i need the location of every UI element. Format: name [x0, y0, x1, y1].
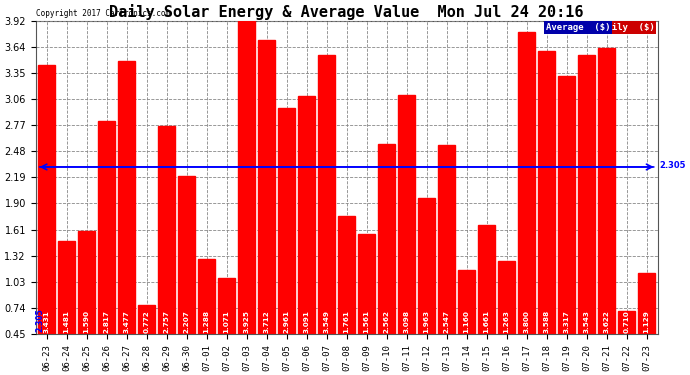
Bar — [618, 311, 635, 375]
Text: 3.091: 3.091 — [304, 310, 310, 333]
Bar — [458, 270, 475, 375]
Bar — [219, 278, 235, 375]
Text: 1.661: 1.661 — [484, 310, 490, 333]
Text: 2.547: 2.547 — [444, 310, 450, 333]
Bar — [418, 198, 435, 375]
Bar — [478, 225, 495, 375]
Text: 1.590: 1.590 — [83, 310, 90, 333]
Text: Daily  ($): Daily ($) — [601, 23, 655, 32]
Bar — [558, 76, 575, 375]
Text: Average  ($): Average ($) — [546, 23, 611, 32]
Text: 1.071: 1.071 — [224, 310, 230, 333]
Text: 2.757: 2.757 — [164, 310, 170, 333]
Text: 1.160: 1.160 — [464, 310, 470, 333]
Text: 3.588: 3.588 — [544, 310, 550, 333]
Text: 1.129: 1.129 — [644, 310, 649, 333]
Bar — [279, 108, 295, 375]
Bar — [318, 55, 335, 375]
Text: 1.481: 1.481 — [63, 310, 70, 333]
Text: 1.263: 1.263 — [504, 310, 510, 333]
Bar — [179, 176, 195, 375]
Text: 3.622: 3.622 — [604, 310, 610, 333]
Text: 1.561: 1.561 — [364, 310, 370, 333]
Text: 2.207: 2.207 — [184, 310, 190, 333]
Bar — [239, 21, 255, 375]
Text: 3.712: 3.712 — [264, 310, 270, 333]
Bar — [39, 65, 55, 375]
Text: 3.925: 3.925 — [244, 310, 250, 333]
Bar — [498, 261, 515, 375]
Text: 1.288: 1.288 — [204, 310, 210, 333]
Bar — [398, 96, 415, 375]
Bar — [139, 305, 155, 375]
Text: 3.800: 3.800 — [524, 310, 530, 333]
Bar — [538, 51, 555, 375]
Bar — [438, 145, 455, 375]
Text: 1.963: 1.963 — [424, 310, 430, 333]
Text: 0.710: 0.710 — [624, 310, 629, 333]
Bar — [598, 48, 615, 375]
Text: 2.562: 2.562 — [384, 310, 390, 333]
Text: 2.961: 2.961 — [284, 310, 290, 333]
Text: 3.549: 3.549 — [324, 310, 330, 333]
Text: 3.431: 3.431 — [43, 310, 50, 333]
Bar — [638, 273, 655, 375]
Bar — [578, 56, 595, 375]
Bar — [79, 231, 95, 375]
Text: 2.305: 2.305 — [660, 160, 686, 170]
Text: 3.543: 3.543 — [584, 310, 590, 333]
Bar — [59, 241, 75, 375]
Text: 2.817: 2.817 — [104, 310, 110, 333]
Bar — [299, 96, 315, 375]
Bar — [259, 40, 275, 375]
Title: Daily Solar Energy & Average Value  Mon Jul 24 20:16: Daily Solar Energy & Average Value Mon J… — [110, 4, 584, 20]
Bar — [378, 144, 395, 375]
Bar — [159, 126, 175, 375]
Text: 1.761: 1.761 — [344, 310, 350, 333]
Bar — [358, 234, 375, 375]
Bar — [119, 61, 135, 375]
Text: 3.317: 3.317 — [564, 310, 570, 333]
Text: Copyright 2017 Cartronics.com: Copyright 2017 Cartronics.com — [36, 9, 170, 18]
Text: 2.305: 2.305 — [35, 309, 44, 332]
Text: 3.477: 3.477 — [124, 310, 130, 333]
Bar — [338, 216, 355, 375]
Text: 3.098: 3.098 — [404, 310, 410, 333]
Bar — [199, 259, 215, 375]
Bar — [518, 32, 535, 375]
Bar — [99, 121, 115, 375]
Text: 0.772: 0.772 — [144, 310, 150, 333]
